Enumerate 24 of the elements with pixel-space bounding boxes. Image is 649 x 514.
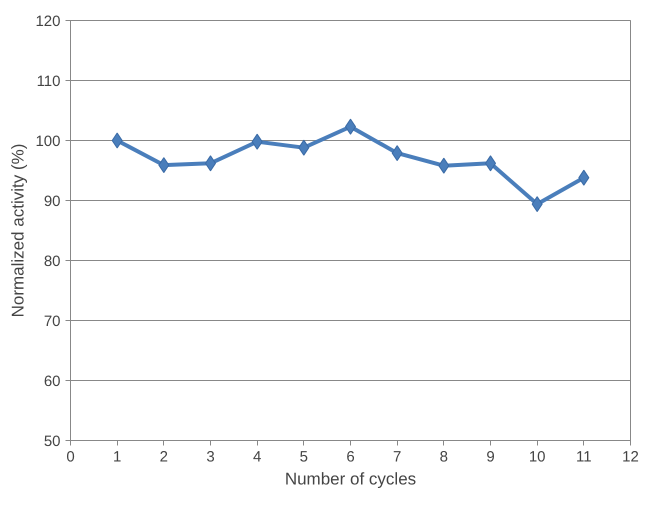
y-tick-label: 80: [44, 253, 61, 270]
x-tick-label: 7: [392, 448, 402, 466]
y-tick-label: 70: [44, 313, 61, 330]
y-tick-label: 120: [35, 13, 61, 30]
x-axis-title: Number of cycles: [284, 470, 416, 488]
x-tick-label: 5: [300, 448, 308, 466]
y-tick-label: 50: [44, 433, 61, 450]
y-tick-label: 100: [35, 133, 61, 150]
x-tick-label: 12: [622, 448, 639, 466]
x-tick-label: 0: [66, 448, 75, 466]
y-tick-label: 110: [36, 73, 61, 90]
point: [112, 132, 123, 148]
x-tick-label: 10: [528, 448, 546, 466]
y-tick-label: 90: [44, 193, 61, 210]
x-tick-label: 9: [486, 448, 495, 466]
y-axis-title: Normalized activity (%): [8, 144, 28, 318]
x-tick-label: 2: [160, 448, 168, 466]
x-tick-label: 3: [206, 448, 215, 466]
x-tick-label: 11: [576, 448, 592, 466]
x-tick-label: 4: [252, 448, 262, 466]
y-tick-label: 60: [44, 373, 61, 390]
x-tick-label: 6: [346, 448, 355, 466]
x-tick-label: 1: [112, 448, 122, 466]
x-tick-label: 8: [440, 448, 448, 466]
